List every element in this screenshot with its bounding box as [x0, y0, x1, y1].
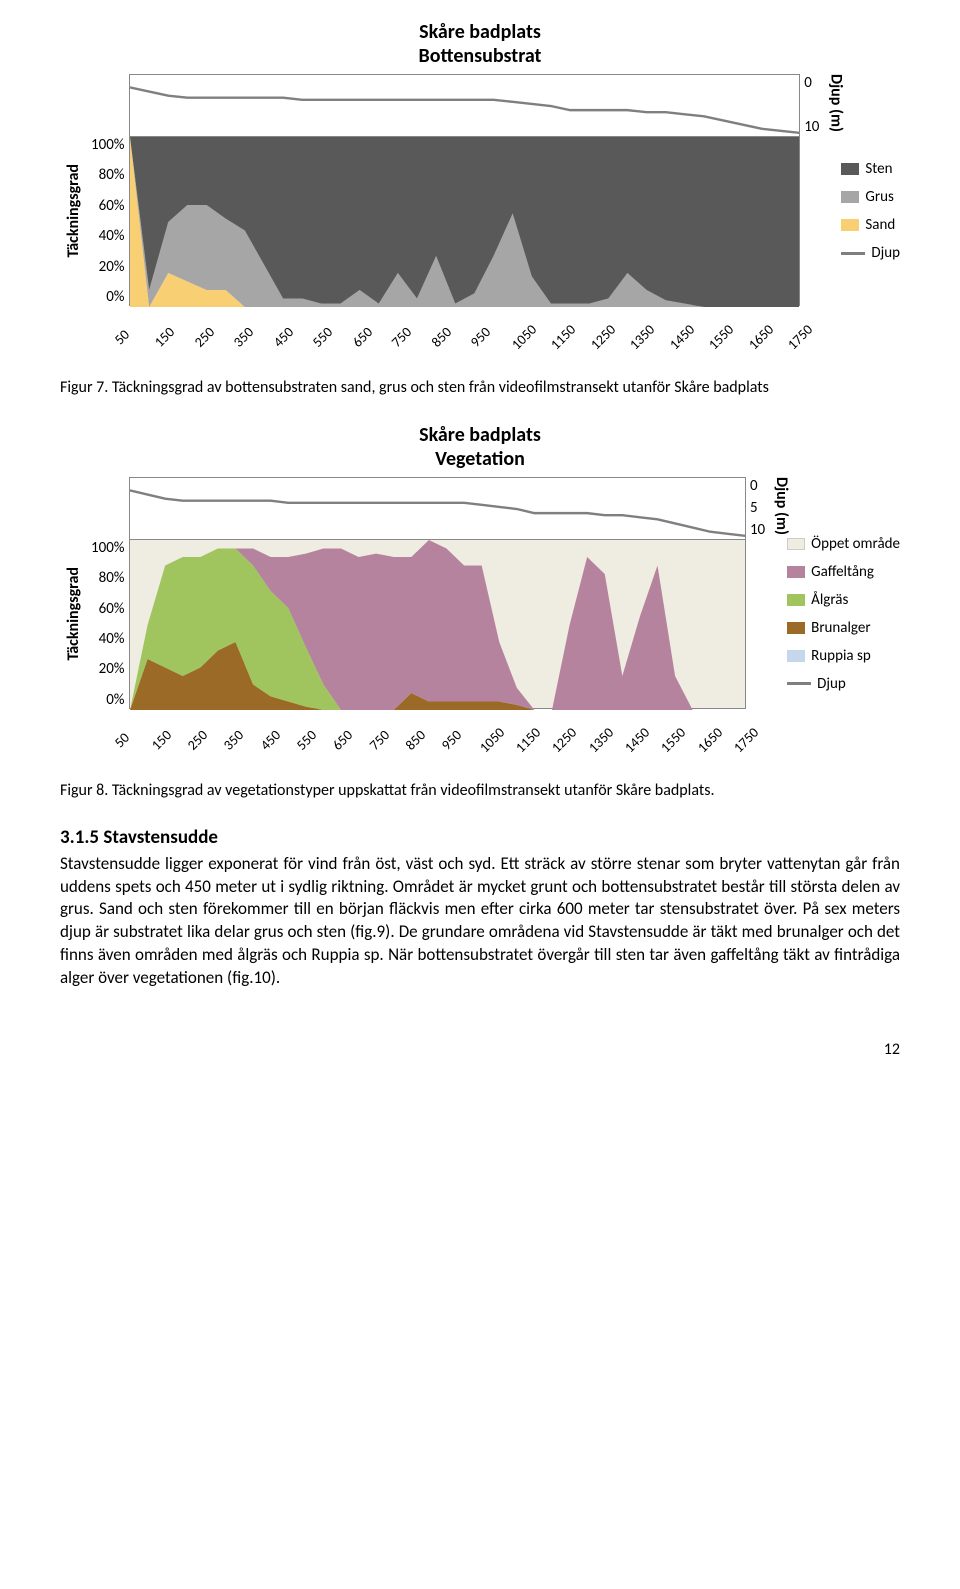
- chart1-sec-tick-0: 0: [804, 74, 819, 92]
- chart2-sec-label: Djup (m): [772, 477, 791, 535]
- chart1-sec-axis: 0 10 Djup (m): [800, 74, 823, 306]
- chart2-title-line2: Vegetation: [435, 447, 525, 471]
- figure-8-caption: Figur 8. Täckningsgrad av vegetationstyp…: [60, 781, 900, 802]
- figure-7: Skåre badplats Bottensubstrat Täckningsg…: [60, 20, 900, 348]
- chart1-title-line1: Skåre badplats: [419, 20, 541, 44]
- figure-7-caption: Figur 7. Täckningsgrad av bottensubstrat…: [60, 378, 900, 399]
- chart2-sec-axis: 0510 Djup (m): [746, 477, 769, 709]
- legend-gaffeltang: Gaffeltång: [787, 563, 900, 581]
- chart1-yticks: 100%80%60%40%20%0%: [87, 74, 129, 306]
- legend-oppet: Öppet område: [787, 535, 900, 553]
- chart1-plot: [129, 136, 801, 306]
- chart1-ylabel: Täckningsgrad: [60, 164, 87, 257]
- figure-8: Skåre badplats Vegetation Täckningsgrad …: [60, 423, 900, 751]
- chart2-yticks: 100%80%60%40%20%0%: [87, 477, 129, 709]
- chart1-title-line2: Bottensubstrat: [419, 44, 542, 68]
- chart1-title: Skåre badplats Bottensubstrat: [60, 20, 900, 68]
- chart1-depth-strip: [129, 74, 801, 136]
- chart2-xticks: 5015025035045055065075085095010501150125…: [129, 709, 746, 751]
- chart2-plot-wrap: 5015025035045055065075085095010501150125…: [129, 477, 746, 751]
- legend-grus: Grus: [841, 188, 900, 206]
- legend-djup-1: Djup: [841, 244, 900, 262]
- page-number: 12: [60, 1040, 900, 1059]
- chart2-plot: [129, 539, 746, 709]
- legend-sand: Sand: [841, 216, 900, 234]
- chart1-sec-tick-10: 10: [804, 118, 819, 136]
- chart2-title-line1: Skåre badplats: [419, 423, 541, 447]
- legend-sten: Sten: [841, 160, 900, 178]
- chart1-xticks: 5015025035045055065075085095010501150125…: [129, 306, 801, 348]
- chart2-title: Skåre badplats Vegetation: [60, 423, 900, 471]
- legend-ruppia: Ruppia sp: [787, 647, 900, 665]
- chart1-depth-line: [130, 75, 800, 137]
- legend-brunalger: Brunalger: [787, 619, 900, 637]
- legend-djup-2: Djup: [787, 675, 900, 693]
- chart2-depth-line: [130, 478, 745, 540]
- section-heading: 3.1.5 Stavstensudde: [60, 826, 900, 849]
- legend-algras: Ålgräs: [787, 591, 900, 609]
- chart1-plot-wrap: 5015025035045055065075085095010501150125…: [129, 74, 801, 348]
- body-paragraph: Stavstensudde ligger exponerat för vind …: [60, 853, 900, 991]
- chart1-sec-label: Djup (m): [826, 74, 845, 132]
- chart2-depth-strip: [129, 477, 746, 539]
- chart2-row: Täckningsgrad 100%80%60%40%20%0% 5015025…: [60, 477, 900, 751]
- chart1-row: Täckningsgrad 100%80%60%40%20%0% 5015025…: [60, 74, 900, 348]
- chart1-stacked-area: [130, 137, 800, 307]
- chart2-stacked-area: [130, 540, 745, 710]
- chart2-ylabel: Täckningsgrad: [60, 567, 87, 660]
